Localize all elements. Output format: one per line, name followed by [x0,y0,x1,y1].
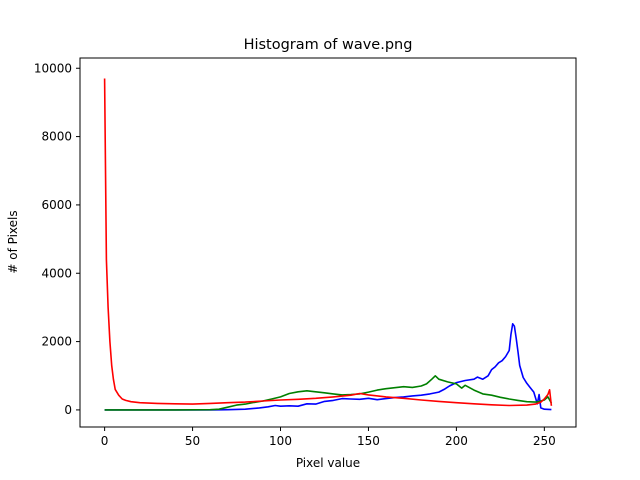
x-axis-label: Pixel value [296,456,360,470]
x-tick-label: 150 [357,434,380,448]
x-axis-ticks: 0 50 100 150 200 250 [101,427,556,448]
axes-frame [79,57,577,428]
y-tick-label: 10000 [34,61,72,75]
x-tick-label: 50 [185,434,200,448]
x-tick-label: 250 [533,434,556,448]
y-tick-label: 4000 [41,266,72,280]
x-tick-label: 0 [101,434,109,448]
chart-title: Histogram of wave.png [244,37,413,53]
y-tick-label: 0 [64,403,72,417]
y-tick-label: 8000 [41,130,72,144]
y-axis-label: # of Pixels [6,210,20,273]
y-axis-ticks: 0 2000 4000 6000 8000 10000 [34,61,80,417]
x-tick-label: 200 [445,434,468,448]
series-group [103,78,553,411]
series-line-green [104,374,553,411]
y-tick-label: 2000 [41,335,72,349]
series-line-red [103,78,553,407]
series-line-blue [104,322,552,411]
y-tick-label: 6000 [41,198,72,212]
x-tick-label: 100 [269,434,292,448]
